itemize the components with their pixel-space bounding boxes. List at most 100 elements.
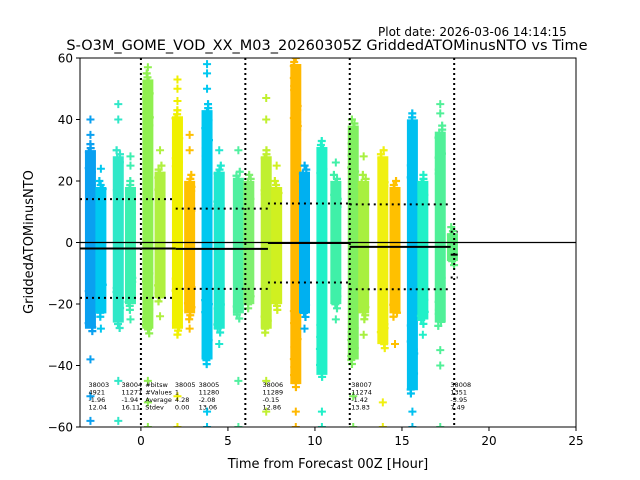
data-point bbox=[202, 360, 211, 369]
outlier-point bbox=[203, 407, 212, 416]
data-point bbox=[156, 285, 165, 294]
data-point bbox=[301, 312, 310, 321]
data-point bbox=[245, 202, 254, 211]
data-point bbox=[201, 156, 210, 165]
data-point bbox=[142, 133, 151, 142]
data-point bbox=[298, 276, 307, 285]
data-point bbox=[271, 273, 280, 282]
band-core bbox=[95, 187, 107, 314]
data-point bbox=[203, 320, 212, 329]
data-point bbox=[114, 300, 123, 309]
data-point bbox=[332, 304, 341, 313]
band-core bbox=[184, 180, 196, 314]
data-point bbox=[437, 301, 446, 310]
data-point bbox=[154, 289, 163, 298]
annotation-text: Stdev bbox=[145, 404, 164, 412]
data-point bbox=[300, 161, 309, 170]
y-axis-label: GriddedATOMinusNTO bbox=[22, 170, 37, 314]
data-point bbox=[143, 129, 152, 138]
band-16 bbox=[315, 137, 328, 427]
band-core bbox=[271, 187, 283, 305]
data-point bbox=[450, 261, 459, 270]
data-point bbox=[379, 194, 388, 203]
data-point bbox=[448, 257, 457, 266]
outlier-point bbox=[203, 423, 212, 427]
outlier-point bbox=[143, 398, 152, 407]
outlier-point bbox=[262, 376, 271, 385]
data-point bbox=[204, 336, 213, 345]
outlier-point bbox=[262, 115, 271, 124]
data-point bbox=[348, 147, 357, 156]
outlier-point bbox=[317, 407, 326, 416]
data-point bbox=[84, 319, 93, 328]
data-point bbox=[272, 293, 281, 302]
data-point bbox=[358, 186, 367, 195]
band-core bbox=[84, 150, 96, 329]
annotation-text: -1.94 bbox=[122, 396, 139, 404]
data-point bbox=[185, 315, 194, 324]
outlier-point bbox=[114, 376, 123, 385]
data-point bbox=[173, 302, 182, 311]
annotation-text: -1.42 bbox=[351, 396, 368, 404]
band-5 bbox=[154, 146, 166, 321]
outlier-point bbox=[126, 152, 135, 161]
data-point bbox=[87, 299, 96, 308]
data-point bbox=[407, 177, 416, 186]
data-point bbox=[235, 314, 244, 323]
data-point bbox=[143, 73, 152, 82]
data-point bbox=[299, 308, 308, 317]
band-22 bbox=[406, 109, 419, 427]
data-point bbox=[235, 294, 244, 303]
outlier-point bbox=[349, 423, 358, 427]
data-point bbox=[171, 286, 180, 295]
band-11 bbox=[243, 170, 255, 313]
data-point bbox=[204, 104, 213, 113]
band-15 bbox=[298, 161, 311, 333]
data-point bbox=[436, 317, 445, 326]
data-point bbox=[173, 330, 182, 339]
outlier-point bbox=[86, 416, 95, 425]
data-point bbox=[378, 296, 387, 305]
data-point bbox=[154, 281, 163, 290]
data-point bbox=[392, 308, 401, 317]
data-point bbox=[271, 285, 280, 294]
data-point bbox=[98, 280, 107, 289]
data-point bbox=[318, 372, 327, 381]
outlier-point bbox=[203, 69, 212, 78]
data-point bbox=[293, 335, 302, 344]
outlier-point bbox=[86, 392, 95, 401]
data-point bbox=[141, 321, 150, 330]
data-point bbox=[316, 169, 325, 178]
data-point bbox=[154, 165, 163, 174]
outlier-point bbox=[173, 423, 182, 427]
band-23 bbox=[416, 170, 429, 339]
data-point bbox=[201, 316, 210, 325]
data-point bbox=[145, 305, 154, 314]
band-14 bbox=[289, 58, 302, 427]
data-point bbox=[113, 190, 122, 199]
data-point bbox=[291, 311, 300, 320]
data-point bbox=[142, 281, 151, 290]
data-point bbox=[174, 118, 183, 127]
y-tick-label: −20 bbox=[48, 298, 73, 312]
data-point bbox=[113, 166, 122, 175]
outlier-point bbox=[436, 100, 445, 109]
data-point bbox=[204, 348, 213, 357]
data-point bbox=[360, 315, 369, 324]
band-24 bbox=[434, 100, 447, 427]
data-point bbox=[155, 265, 164, 274]
data-point bbox=[380, 344, 389, 353]
data-point bbox=[410, 369, 419, 378]
data-point bbox=[174, 142, 183, 151]
data-point bbox=[157, 269, 166, 278]
data-point bbox=[380, 324, 389, 333]
band-19 bbox=[357, 152, 370, 339]
data-point bbox=[380, 300, 389, 309]
data-point bbox=[154, 193, 163, 202]
annotation-text: 11289 bbox=[262, 389, 283, 397]
data-point bbox=[145, 297, 154, 306]
outlier-point bbox=[272, 161, 281, 170]
data-point bbox=[408, 373, 417, 382]
outlier-point bbox=[114, 115, 123, 124]
annotation-text: 1 bbox=[175, 389, 179, 397]
